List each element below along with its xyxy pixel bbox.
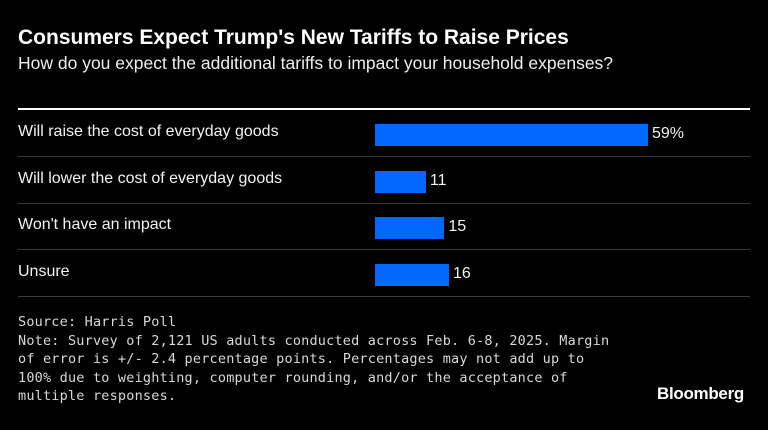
bar (375, 170, 426, 193)
bar-row: Won't have an impact 15 (18, 204, 750, 250)
note-line: 100% due to weighting, computer rounding… (18, 369, 568, 386)
bar-row: Will raise the cost of everyday goods 59% (18, 111, 750, 157)
note-line: Note: Survey of 2,121 US adults conducte… (18, 332, 610, 349)
category-label: Won't have an impact (18, 216, 172, 233)
row-divider (18, 295, 750, 297)
chart-title: Consumers Expect Trump's New Tariffs to … (18, 26, 569, 49)
footnotes: Source: Harris Poll Note: Survey of 2,12… (18, 313, 609, 406)
row-divider (18, 249, 750, 250)
note-line: of error is +/- 2.4 percentage points. P… (18, 351, 585, 367)
data-label: 15 (448, 218, 467, 235)
chart-subtitle: How do you expect the additional tariffs… (18, 53, 614, 73)
category-label: Unsure (18, 262, 70, 280)
bar (375, 217, 445, 239)
data-label: 11 (429, 171, 447, 189)
bar-row: Will lower the cost of everyday goods 11 (18, 158, 750, 204)
bloomberg-logo: Bloomberg (656, 384, 744, 403)
row-divider (18, 202, 750, 204)
data-label: 16 (453, 264, 471, 282)
bar-row: Unsure 16 (18, 251, 750, 297)
category-label: Will lower the cost of everyday goods (18, 169, 283, 187)
bar (375, 124, 648, 146)
source-text: Source: Harris Poll (18, 314, 177, 330)
category-label: Will raise the cost of everyday goods (18, 123, 279, 140)
data-label: 59% (652, 125, 685, 142)
top-rule (18, 108, 750, 110)
note-line: multiple responses. (18, 388, 177, 404)
row-divider (18, 156, 750, 157)
bar (375, 263, 450, 286)
